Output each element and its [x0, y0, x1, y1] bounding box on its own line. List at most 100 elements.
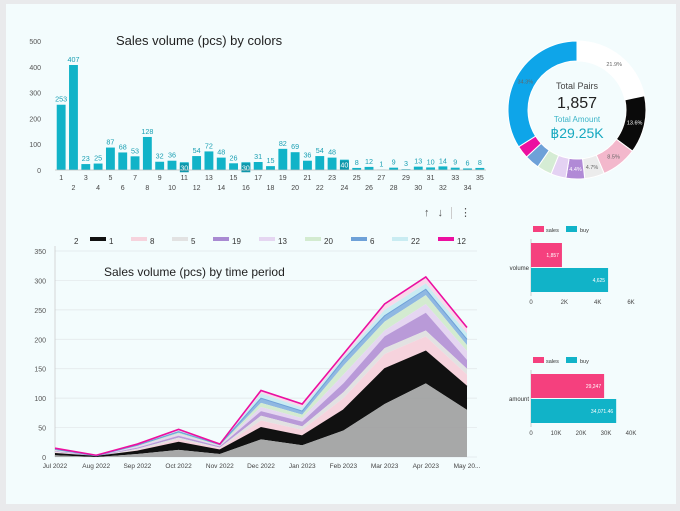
legend-buy-swatch: [566, 357, 577, 363]
hbar-x-tick-label: 4K: [594, 300, 601, 306]
top-bar[interactable]: [352, 167, 362, 170]
top-bar[interactable]: [118, 152, 128, 170]
top-bar-label: 407: [67, 55, 79, 64]
top-bar-label: 26: [230, 153, 238, 162]
hbar-x-tick-label: 20K: [576, 431, 587, 437]
toolbar-divider: [451, 206, 452, 219]
top-bar[interactable]: [105, 147, 115, 170]
legend-item-label[interactable]: 6: [370, 237, 375, 246]
top-bar[interactable]: [463, 168, 472, 170]
donut-amount-label: Total Amount: [554, 115, 601, 124]
top-x-tick-label: 2: [72, 185, 76, 192]
legend-swatch[interactable]: [172, 237, 188, 241]
top-bar[interactable]: [475, 167, 485, 170]
legend-item-label[interactable]: 1: [109, 237, 114, 246]
area-x-tick-label: Oct 2022: [165, 463, 192, 470]
top-bar-label: 36: [168, 151, 176, 160]
area-x-tick-label: May 20...: [454, 463, 481, 470]
hbar-x-tick-label: 0: [529, 431, 533, 437]
legend-swatch[interactable]: [392, 237, 408, 241]
area-series-band[interactable]: [55, 312, 467, 457]
top-y-tick-label: 200: [29, 116, 41, 123]
top-bar[interactable]: [266, 166, 275, 170]
legend-item-label[interactable]: 8: [150, 237, 155, 246]
top-bar[interactable]: [192, 156, 202, 170]
legend-item-label[interactable]: 20: [324, 237, 333, 246]
top-bar[interactable]: [315, 156, 325, 170]
top-x-tick-label: 9: [158, 175, 162, 182]
legend-item-label[interactable]: 22: [411, 237, 420, 246]
top-bar[interactable]: [229, 163, 238, 170]
top-bar[interactable]: [438, 166, 448, 170]
hbar-sales-bar[interactable]: [531, 374, 605, 398]
top-bar[interactable]: [253, 162, 263, 170]
area-chart-series: [54, 275, 468, 457]
top-bar-label: 72: [205, 141, 213, 150]
top-bar[interactable]: [413, 166, 423, 170]
top-chart-x-axis: 1234567891011121314151617181920212223242…: [55, 169, 486, 192]
top-bar[interactable]: [81, 164, 91, 170]
hbar-sales-bar[interactable]: [531, 243, 562, 267]
sort-down-icon[interactable]: ↓: [437, 206, 444, 219]
legend-sales-swatch: [533, 357, 544, 363]
top-bar[interactable]: [303, 160, 312, 170]
legend-swatch[interactable]: [259, 237, 275, 241]
legend-swatch[interactable]: [305, 237, 321, 241]
area-x-tick-label: Apr 2023: [413, 463, 440, 470]
total-pairs-donut[interactable]: 21.9%13.6%8.5%4.7%4.4%34.3% Total Pairs …: [507, 40, 647, 180]
legend-swatch[interactable]: [131, 237, 147, 241]
donut-slice[interactable]: [507, 40, 578, 148]
area-series-band[interactable]: [55, 383, 467, 457]
top-bar-label: 53: [131, 146, 139, 155]
top-x-tick-label: 28: [390, 185, 398, 192]
legend-swatch[interactable]: [351, 237, 367, 241]
legend-swatch[interactable]: [90, 237, 106, 241]
top-bar[interactable]: [389, 167, 399, 170]
hbar-buy-bar[interactable]: [531, 399, 617, 423]
top-x-tick-label: 33: [451, 175, 459, 182]
hbar-x-tick-label: 6K: [627, 300, 634, 306]
legend-item-label[interactable]: 12: [457, 237, 466, 246]
top-bar[interactable]: [327, 157, 337, 170]
hbar-buy-bar[interactable]: [531, 268, 609, 292]
area-series-band[interactable]: [55, 336, 467, 457]
sort-up-icon[interactable]: ↑: [424, 206, 430, 219]
top-x-tick-label: 20: [291, 185, 299, 192]
area-y-tick-label: 250: [34, 308, 46, 315]
bar-label-bg: [179, 163, 189, 173]
top-bar[interactable]: [130, 156, 140, 170]
hbar-buy-value: 34,071.46: [591, 409, 613, 415]
legend-item-label[interactable]: 13: [278, 237, 287, 246]
top-bar-label: 253: [55, 95, 67, 104]
donut-slice-label: 4.4%: [569, 167, 582, 173]
top-bar[interactable]: [216, 157, 226, 170]
area-x-tick-label: Aug 2022: [82, 463, 110, 470]
donut-slice-label: 4.7%: [586, 165, 599, 171]
top-x-tick-label: 7: [133, 175, 137, 182]
donut-slice-label: 13.6%: [627, 121, 643, 127]
top-bar[interactable]: [69, 64, 78, 170]
top-y-tick-label: 500: [29, 39, 41, 46]
legend-item-label[interactable]: 5: [191, 237, 196, 246]
top-bar-label: 8: [478, 158, 482, 167]
top-bar[interactable]: [93, 163, 103, 170]
legend-swatch[interactable]: [438, 237, 454, 241]
bar-label-bg: [339, 160, 349, 170]
area-x-tick-label: Jul 2022: [43, 463, 68, 470]
top-bar[interactable]: [426, 167, 436, 170]
area-chart-legend[interactable]: 2 1 8 5 19 13 20 6 22 12: [74, 237, 466, 246]
top-bar[interactable]: [155, 161, 165, 170]
legend-item-label[interactable]: 19: [232, 237, 241, 246]
top-bar[interactable]: [278, 148, 288, 170]
top-bar[interactable]: [450, 167, 460, 170]
top-y-tick-label: 100: [29, 142, 41, 149]
top-bar[interactable]: [364, 166, 374, 170]
top-bar[interactable]: [56, 104, 66, 170]
top-bar[interactable]: [167, 160, 177, 170]
more-options-icon[interactable]: ⋮: [460, 207, 471, 219]
legend-swatch[interactable]: [213, 237, 229, 241]
donut-slice[interactable]: [576, 40, 646, 101]
top-bar[interactable]: [290, 152, 300, 170]
top-bar[interactable]: [142, 136, 152, 170]
top-bar[interactable]: [204, 151, 214, 170]
